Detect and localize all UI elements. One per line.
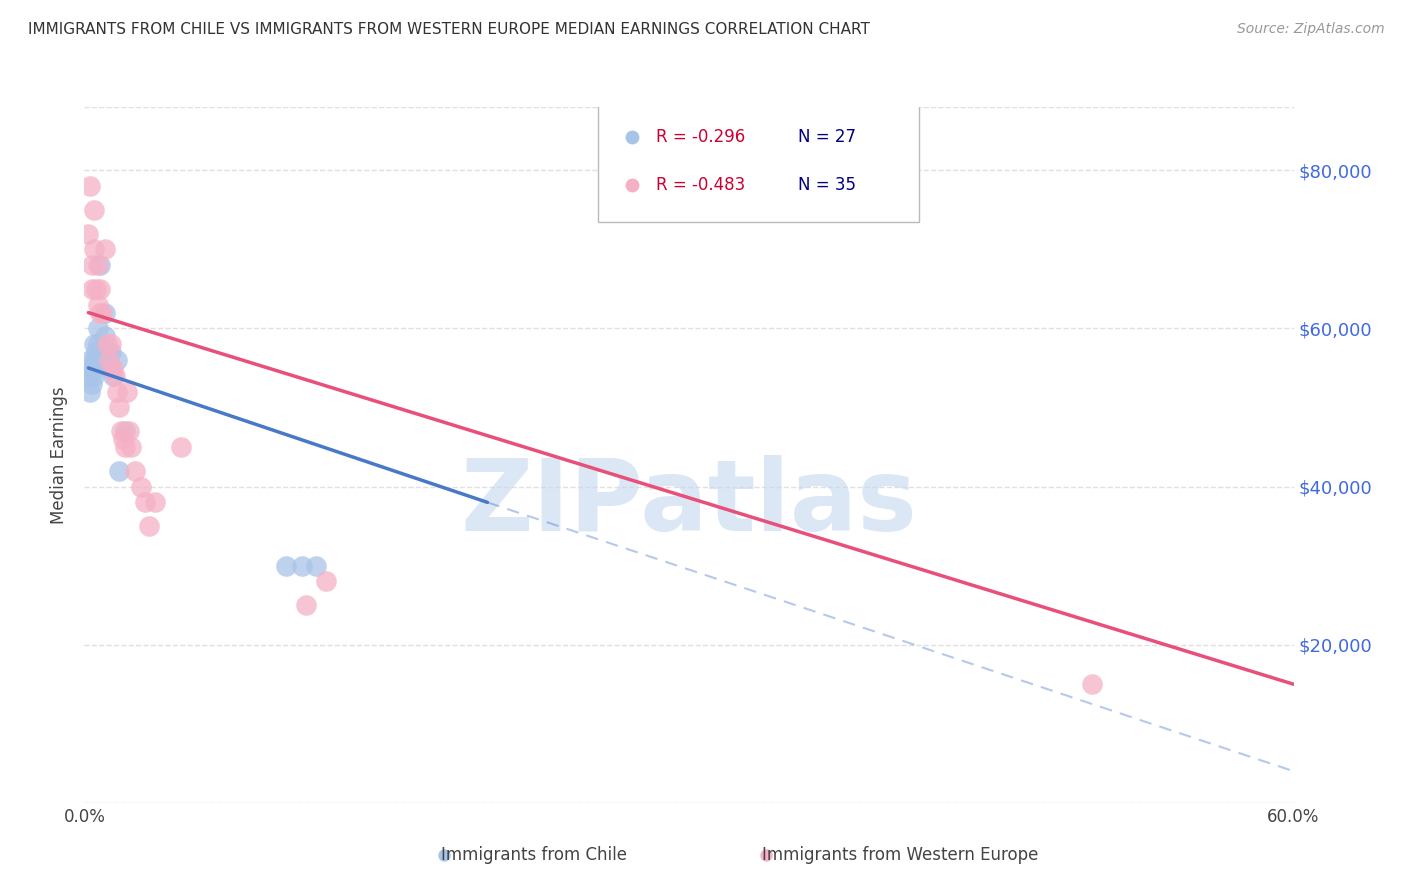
Point	[93, 243, 115, 257]
Text: R = -0.296: R = -0.296	[657, 128, 745, 146]
Point	[89, 305, 111, 319]
Point	[83, 202, 105, 217]
FancyBboxPatch shape	[599, 100, 918, 222]
Point	[101, 361, 124, 376]
Point	[100, 345, 122, 359]
Point	[77, 368, 100, 383]
Point	[295, 598, 318, 612]
Point	[100, 337, 122, 351]
Point	[93, 329, 115, 343]
Point	[91, 345, 114, 359]
Point	[82, 258, 104, 272]
Point	[110, 424, 132, 438]
Point	[433, 847, 456, 862]
Y-axis label: Median Earnings: Median Earnings	[51, 386, 69, 524]
Point	[101, 368, 124, 383]
Text: ZIPatlas: ZIPatlas	[461, 455, 917, 552]
Point	[91, 305, 114, 319]
Point	[170, 440, 193, 454]
Point	[87, 337, 110, 351]
Point	[97, 353, 120, 368]
Point	[138, 519, 160, 533]
Point	[89, 282, 111, 296]
Point	[87, 321, 110, 335]
Point	[124, 464, 146, 478]
Point	[82, 361, 104, 376]
Point	[82, 282, 104, 296]
Point	[93, 305, 115, 319]
Point	[986, 796, 1008, 810]
Text: Immigrants from Chile: Immigrants from Chile	[441, 846, 627, 863]
Point	[77, 227, 100, 241]
Point	[134, 495, 156, 509]
Point	[986, 796, 1008, 810]
Point	[755, 847, 778, 862]
Point	[82, 376, 104, 391]
Point	[89, 353, 111, 368]
Point	[1081, 677, 1104, 691]
Point	[305, 558, 328, 573]
Point	[274, 558, 297, 573]
Text: N = 27: N = 27	[797, 128, 856, 146]
Point	[83, 337, 105, 351]
Point	[97, 361, 120, 376]
Point	[87, 258, 110, 272]
Point	[114, 440, 136, 454]
Point	[107, 401, 129, 415]
Point	[105, 384, 128, 399]
Point	[87, 298, 110, 312]
Point	[83, 243, 105, 257]
Point	[114, 424, 136, 438]
Point	[83, 368, 105, 383]
Point	[86, 361, 108, 376]
Point	[105, 353, 128, 368]
Point	[291, 558, 314, 573]
Text: IMMIGRANTS FROM CHILE VS IMMIGRANTS FROM WESTERN EUROPE MEDIAN EARNINGS CORRELAT: IMMIGRANTS FROM CHILE VS IMMIGRANTS FROM…	[28, 22, 870, 37]
Point	[79, 353, 101, 368]
Point	[96, 345, 118, 359]
Text: R = -0.483: R = -0.483	[657, 176, 745, 194]
Point	[315, 574, 337, 589]
Point	[96, 337, 118, 351]
Text: Source: ZipAtlas.com: Source: ZipAtlas.com	[1237, 22, 1385, 37]
Point	[129, 479, 152, 493]
Point	[115, 384, 138, 399]
Point	[104, 368, 127, 383]
Point	[89, 258, 111, 272]
Point	[83, 353, 105, 368]
Text: N = 35: N = 35	[797, 176, 856, 194]
Point	[79, 384, 101, 399]
Text: Immigrants from Western Europe: Immigrants from Western Europe	[762, 846, 1038, 863]
Point	[86, 282, 108, 296]
Point	[79, 179, 101, 194]
Point	[107, 464, 129, 478]
Point	[143, 495, 166, 509]
Point	[118, 424, 141, 438]
Point	[120, 440, 142, 454]
Point	[111, 432, 134, 446]
Point	[86, 345, 108, 359]
